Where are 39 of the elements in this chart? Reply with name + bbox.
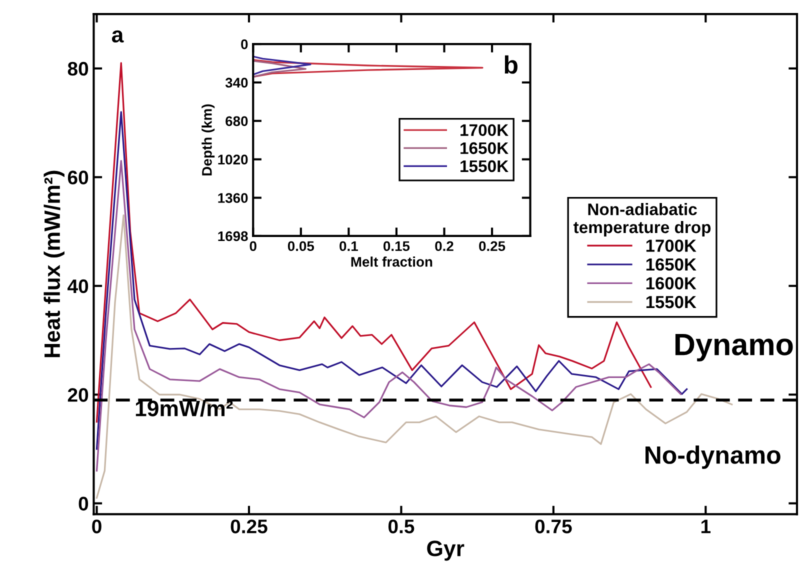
x-tick-label: 0.25 — [230, 520, 268, 534]
x-tick-label: 0 — [250, 241, 256, 252]
legend-label: 1550K — [646, 296, 696, 308]
x-tick-label: 0.05 — [288, 241, 314, 252]
y-axis-title: Depth (km) — [202, 104, 215, 176]
legend-label: 1700K — [460, 124, 508, 136]
legend-label: 1650K — [646, 258, 696, 271]
y-tick-label: 40 — [68, 279, 88, 294]
y-tick-label: 0 — [241, 39, 248, 50]
y-tick-label: 340 — [225, 78, 248, 88]
annotation: b — [504, 55, 518, 74]
y-tick-label: 1360 — [218, 193, 248, 203]
x-tick-label: 0.2 — [435, 241, 454, 252]
annotation: Dynamo — [675, 334, 793, 362]
y-tick-label: 1698 — [218, 231, 248, 242]
legend-label: 1550K — [460, 160, 508, 172]
x-tick-label: 0.5 — [388, 520, 414, 534]
y-tick-label: 60 — [68, 170, 88, 184]
ref-line-label: 19mW/m² — [136, 400, 233, 417]
x-tick-label: 0.75 — [535, 520, 572, 534]
y-tick-label: 20 — [68, 388, 88, 402]
x-axis-title: Gyr — [427, 540, 464, 561]
y-tick-label: 0 — [78, 496, 88, 511]
x-tick-label: 0 — [92, 520, 102, 534]
y-tick-label: 680 — [226, 116, 248, 126]
annotation: No-dynamo — [646, 446, 780, 469]
y-tick-label: 1020 — [218, 154, 248, 164]
x-tick-label: 0.15 — [384, 241, 410, 252]
y-tick-label: 80 — [68, 62, 88, 76]
legend-title: Non-adiabatic temperature drop — [573, 203, 711, 237]
legend-label: 1650K — [460, 142, 508, 154]
legend-label: 1600K — [646, 277, 696, 290]
y-axis-title: Heat flux (mW/m²) — [44, 170, 64, 358]
legend-label: 1700K — [646, 240, 696, 252]
x-axis-title: Melt fraction — [351, 256, 432, 267]
x-tick-label: 0.1 — [340, 241, 358, 252]
x-tick-label: 1 — [701, 520, 711, 534]
x-tick-label: 0.25 — [479, 241, 506, 252]
annotation: a — [112, 30, 124, 43]
